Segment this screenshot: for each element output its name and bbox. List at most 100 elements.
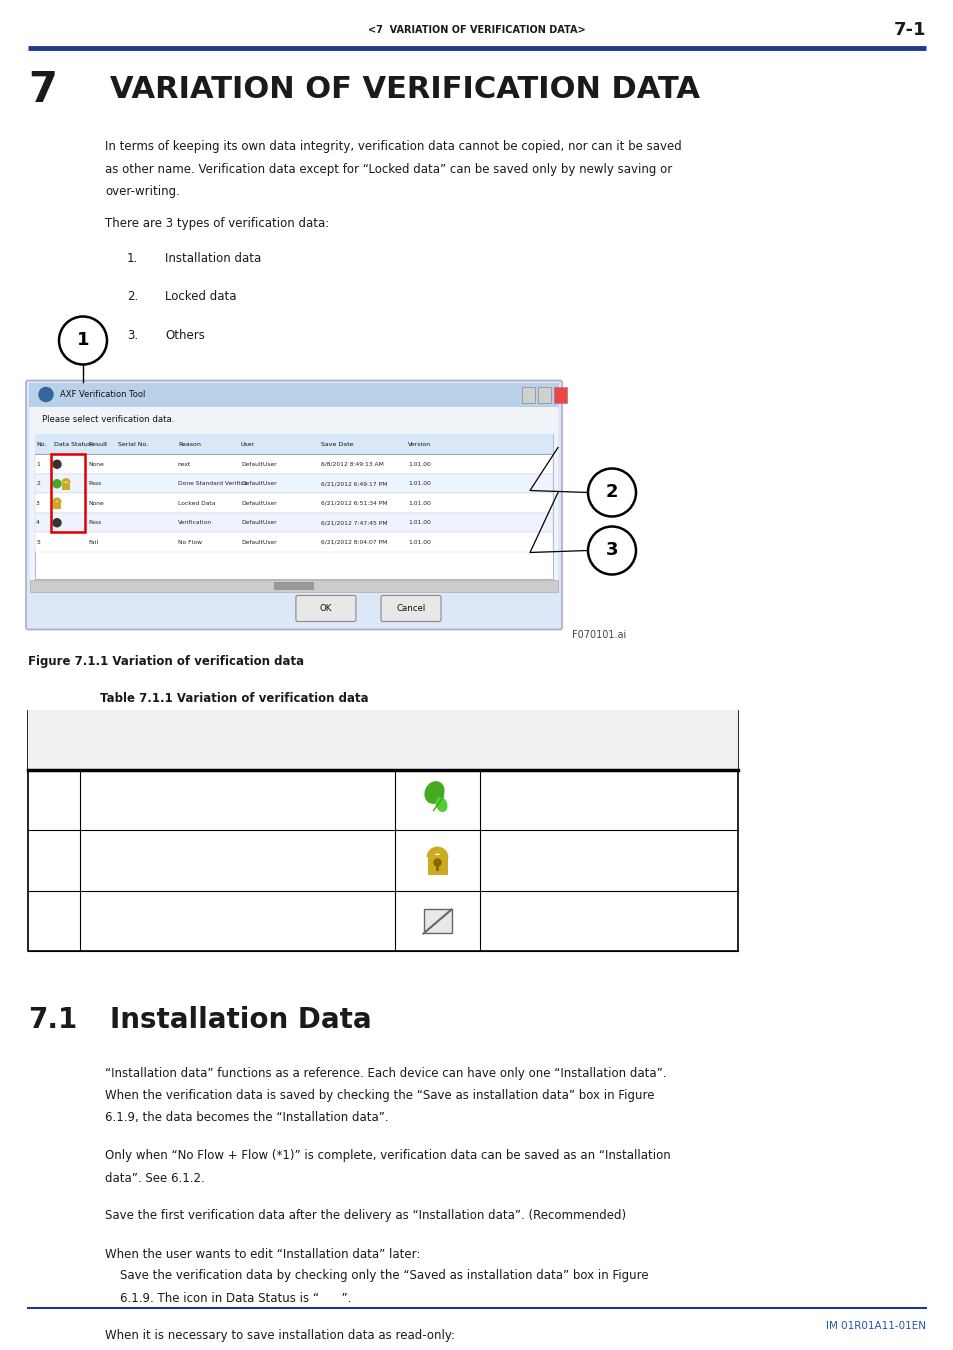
- Text: 6/21/2012 7:47:45 PM: 6/21/2012 7:47:45 PM: [320, 520, 387, 525]
- Text: 3: 3: [51, 914, 57, 927]
- Bar: [30, 579, 558, 591]
- Text: DefaultUser: DefaultUser: [241, 481, 276, 486]
- Bar: [35, 474, 553, 494]
- Text: Verification: Verification: [178, 520, 212, 525]
- Bar: [35, 455, 553, 474]
- Circle shape: [53, 479, 61, 487]
- Text: IM 01R01A11-01EN: IM 01R01A11-01EN: [825, 1322, 925, 1331]
- Bar: [62, 483, 70, 490]
- Bar: [427, 855, 447, 875]
- Text: 6.1.9, the data becomes the “Installation data”.: 6.1.9, the data becomes the “Installatio…: [105, 1111, 388, 1125]
- Text: Locked data: Locked data: [91, 855, 163, 867]
- Text: Data Status: Data Status: [54, 441, 91, 447]
- Bar: [35, 494, 553, 513]
- Ellipse shape: [436, 798, 446, 811]
- Text: See 7.3.: See 7.3.: [492, 914, 539, 927]
- Bar: [30, 406, 558, 593]
- Text: next: next: [178, 462, 191, 467]
- Text: 2.: 2.: [127, 290, 138, 304]
- Text: Installation data: Installation data: [165, 252, 261, 265]
- Text: 6.1.9. The icon in Data Status is “      ”.: 6.1.9. The icon in Data Status is “ ”.: [105, 1292, 351, 1304]
- Text: 3.: 3.: [127, 329, 138, 342]
- Text: 3: 3: [605, 541, 618, 559]
- Text: Installation data: Installation data: [91, 794, 188, 807]
- Text: 7.1: 7.1: [28, 1006, 77, 1034]
- Text: Item
No.: Item No.: [39, 725, 69, 756]
- Text: 6/21/2012 8:04:07 PM: 6/21/2012 8:04:07 PM: [320, 540, 387, 545]
- Text: data”. See 6.1.2.: data”. See 6.1.2.: [105, 1172, 205, 1184]
- Text: When it is necessary to save installation data as read-only:: When it is necessary to save installatio…: [105, 1330, 455, 1342]
- Bar: [554, 386, 566, 402]
- Text: over-writing.: over-writing.: [105, 185, 180, 198]
- Bar: [423, 910, 451, 933]
- Text: There are 3 types of verification data:: There are 3 types of verification data:: [105, 217, 329, 231]
- Text: Others: Others: [91, 914, 132, 927]
- Circle shape: [434, 859, 440, 865]
- Bar: [35, 513, 553, 532]
- FancyBboxPatch shape: [26, 381, 561, 629]
- Text: DefaultUser: DefaultUser: [241, 501, 276, 506]
- Text: Result: Result: [88, 441, 108, 447]
- Bar: [521, 386, 535, 402]
- Text: F070101.ai: F070101.ai: [572, 630, 625, 640]
- Text: 5: 5: [36, 540, 40, 545]
- Text: See 7.1.: See 7.1.: [492, 794, 539, 807]
- FancyBboxPatch shape: [295, 595, 355, 621]
- Text: No Flow: No Flow: [178, 540, 202, 545]
- Text: Others: Others: [165, 329, 205, 342]
- Text: 2: 2: [51, 855, 58, 867]
- Bar: [51, 455, 85, 532]
- Text: VARIATION OF VERIFICATION DATA: VARIATION OF VERIFICATION DATA: [110, 76, 700, 104]
- Bar: [53, 502, 61, 509]
- Text: 6/8/2012 8:49:13 AM: 6/8/2012 8:49:13 AM: [320, 462, 383, 467]
- Text: Done Standard Verifica: Done Standard Verifica: [178, 481, 247, 486]
- Text: Locked data: Locked data: [165, 290, 236, 304]
- Circle shape: [53, 518, 61, 526]
- Text: Fail: Fail: [88, 540, 98, 545]
- Circle shape: [59, 316, 107, 365]
- Text: Reason: Reason: [178, 441, 201, 447]
- Text: No.: No.: [36, 441, 47, 447]
- Text: DefaultUser: DefaultUser: [241, 462, 276, 467]
- Text: Locked Data: Locked Data: [178, 501, 215, 506]
- Text: 1.01.00: 1.01.00: [408, 520, 431, 525]
- Bar: [274, 582, 314, 590]
- FancyBboxPatch shape: [380, 595, 440, 621]
- Text: <7  VARIATION OF VERIFICATION DATA>: <7 VARIATION OF VERIFICATION DATA>: [368, 26, 585, 35]
- Bar: [28, 710, 738, 950]
- Text: OK: OK: [319, 603, 332, 613]
- Text: Save the verification data by checking only the “Saved as installation data” box: Save the verification data by checking o…: [105, 1269, 648, 1282]
- Circle shape: [587, 526, 636, 575]
- Text: 2: 2: [605, 483, 618, 501]
- Text: Table 7.1.1 Variation of verification data: Table 7.1.1 Variation of verification da…: [100, 693, 368, 706]
- Text: AXF Verification Tool: AXF Verification Tool: [60, 390, 145, 400]
- Text: When the user wants to edit “Installation data” later:: When the user wants to edit “Installatio…: [105, 1247, 420, 1261]
- Text: 7: 7: [28, 69, 57, 111]
- Text: Cancel: Cancel: [396, 603, 425, 613]
- Text: User: User: [241, 441, 255, 447]
- Text: Version: Version: [408, 441, 431, 447]
- Bar: [537, 386, 551, 402]
- Circle shape: [39, 387, 53, 401]
- Text: 1.01.00: 1.01.00: [408, 501, 431, 506]
- Text: Description: Description: [571, 734, 646, 747]
- Text: 1.01.00: 1.01.00: [408, 540, 431, 545]
- Bar: [35, 532, 553, 552]
- Text: 2: 2: [36, 481, 40, 486]
- Text: When the verification data is saved by checking the “Save as installation data” : When the verification data is saved by c…: [105, 1089, 654, 1103]
- Text: Save the first verification data after the delivery as “Installation data”. (Rec: Save the first verification data after t…: [105, 1210, 625, 1223]
- Text: See 7.1 and 7.2.: See 7.1 and 7.2.: [492, 855, 588, 867]
- Text: “Installation data” functions as a reference. Each device can have only one “Ins: “Installation data” functions as a refer…: [105, 1068, 666, 1080]
- Text: 1.01.00: 1.01.00: [408, 481, 431, 486]
- Text: as other name. Verification data except for “Locked data” can be saved only by n: as other name. Verification data except …: [105, 162, 672, 176]
- Text: 1: 1: [36, 462, 40, 467]
- Text: Please select verification data.: Please select verification data.: [42, 414, 174, 424]
- Text: Pass: Pass: [88, 520, 101, 525]
- Text: 3: 3: [36, 501, 40, 506]
- Bar: [28, 710, 738, 771]
- Text: 1: 1: [51, 794, 58, 807]
- Text: None: None: [88, 462, 104, 467]
- Bar: [35, 435, 553, 579]
- Text: Figure 7.1.1 Variation of verification data: Figure 7.1.1 Variation of verification d…: [28, 656, 304, 668]
- Text: Item Name: Item Name: [201, 734, 274, 747]
